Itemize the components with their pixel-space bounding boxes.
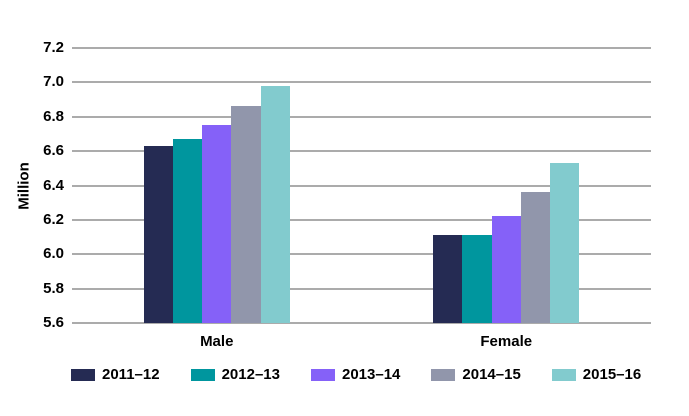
gridline [72, 322, 651, 324]
bar-2012-13-male [172, 139, 203, 323]
bar-2013-14-male [202, 125, 232, 323]
legend-swatch [551, 368, 576, 381]
bar-2014-15-male [231, 106, 261, 323]
gridline [72, 253, 651, 256]
legend-label: 2011–12 [102, 366, 160, 383]
legend-item-2012-13: 2012–13 [190, 366, 280, 383]
legend: 2011–12 2012–13 2013–14 2014–15 2015–16 [71, 366, 641, 383]
y-tick-label: 6.4 [43, 176, 64, 194]
legend-item-2015-16: 2015–16 [551, 366, 642, 383]
legend-label: 2015–16 [582, 366, 642, 383]
y-tick-label: 5.6 [43, 314, 64, 331]
bar-2012-13-female [462, 235, 492, 323]
y-tick-label: 6.8 [43, 107, 64, 125]
bar-2013-14-female [491, 216, 521, 323]
legend-item-2013-14: 2013–14 [310, 366, 401, 383]
bar-2011-12-female [433, 235, 463, 323]
x-category-label-male: Male [200, 333, 234, 350]
gridline [72, 150, 651, 153]
y-tick-label: 7.0 [43, 73, 64, 91]
gridline [72, 218, 651, 221]
bar-2014-15-female [520, 192, 551, 323]
gridline [72, 47, 651, 49]
legend-swatch [190, 368, 215, 381]
legend-swatch [71, 368, 95, 381]
legend-label: 2013–14 [341, 366, 401, 383]
gridline [72, 184, 651, 187]
y-tick-label: 6.2 [43, 210, 64, 228]
gridline [72, 81, 651, 84]
y-tick-label: 5.8 [43, 279, 64, 297]
bar-2011-12-male [143, 145, 173, 323]
x-category-label-female: Female [480, 333, 533, 350]
gridline [72, 115, 651, 118]
y-tick-label: 6.6 [43, 142, 64, 160]
legend-label: 2012–13 [221, 366, 280, 383]
bar-2015-16-female [550, 163, 580, 323]
legend-item-2014-15: 2014–15 [431, 366, 521, 383]
legend-label: 2014–15 [462, 366, 521, 383]
y-tick-label: 6.0 [43, 245, 64, 263]
y-tick-label: 7.2 [43, 39, 64, 56]
plot-area [72, 47, 651, 324]
legend-swatch [310, 368, 335, 381]
legend-swatch [431, 368, 456, 381]
bar-2015-16-male [260, 85, 290, 323]
legend-item-2011-12: 2011–12 [71, 366, 160, 383]
gridline [72, 287, 651, 290]
